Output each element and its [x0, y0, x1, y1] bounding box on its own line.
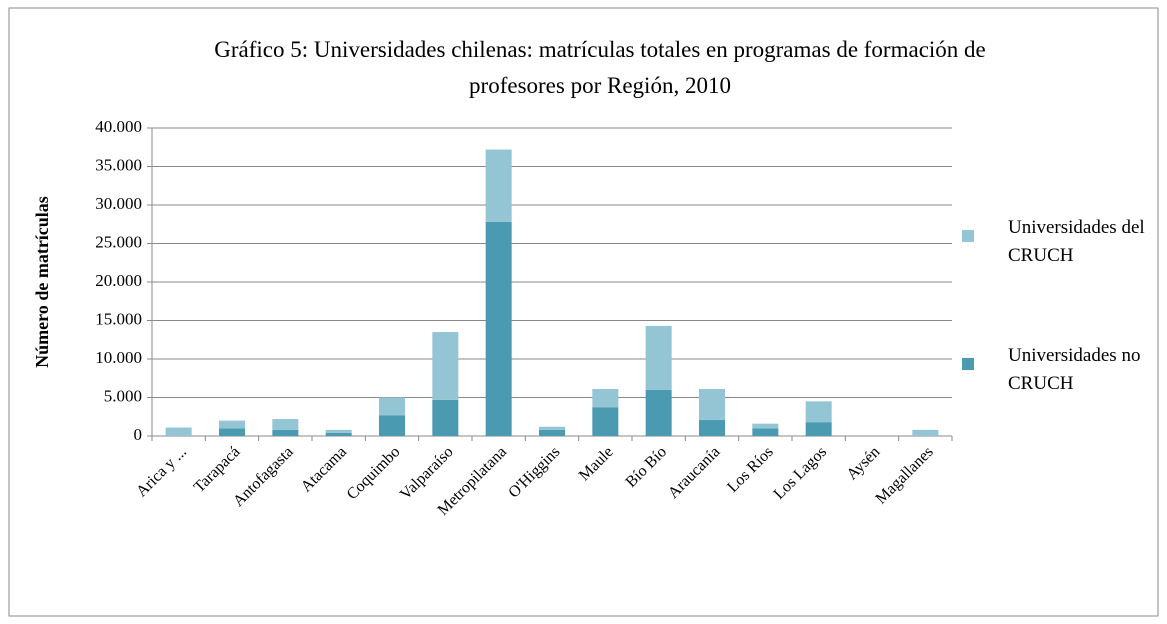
- bar-segment: [379, 415, 405, 436]
- bar-segment: [699, 419, 725, 436]
- y-tick-label: 5.000: [104, 386, 142, 405]
- bar-segment: [592, 407, 619, 436]
- legend-swatch: [962, 230, 974, 242]
- y-tick-label: 15.000: [95, 309, 142, 328]
- bar-segment: [379, 397, 405, 416]
- bar-segment: [432, 332, 459, 400]
- chart-border: [8, 7, 1159, 617]
- bar-segment: [699, 389, 725, 420]
- chart-title: Gráfico 5: Universidades chilenas: matrí…: [214, 37, 986, 98]
- bar-segment: [539, 429, 565, 436]
- bar-segment: [485, 221, 512, 436]
- bar-segment: [432, 399, 459, 436]
- bar-segment: [539, 426, 565, 430]
- bar-segment: [325, 429, 352, 433]
- y-tick-label: 20.000: [95, 271, 142, 290]
- y-tick-label: 30.000: [95, 194, 142, 213]
- bar-segment: [912, 429, 939, 436]
- bar-segment: [592, 389, 619, 408]
- bar-segment: [219, 428, 245, 436]
- bar-segment: [272, 419, 299, 430]
- y-tick-label: 0: [134, 425, 143, 444]
- bar-segment: [485, 149, 512, 222]
- bar-segment: [645, 389, 672, 436]
- y-tick-label: 35.000: [95, 155, 142, 174]
- y-axis-label: Número de matrículas: [32, 196, 52, 368]
- bar-segment: [752, 423, 779, 429]
- legend-label: Universidades del CRUCH: [1008, 217, 1145, 266]
- bar-segment: [219, 420, 245, 429]
- bar-segment: [272, 429, 299, 436]
- legend-swatch: [962, 358, 974, 370]
- bar-segment: [165, 427, 192, 436]
- bar-segment: [805, 422, 832, 436]
- y-tick-label: 25.000: [95, 232, 142, 251]
- y-tick-label: 10.000: [95, 348, 142, 367]
- bar-segment: [645, 325, 672, 390]
- bar-segment: [752, 428, 779, 436]
- legend-label: Universidades no CRUCH: [1008, 345, 1141, 394]
- bar-segment: [805, 401, 832, 423]
- bar-segment: [325, 432, 352, 436]
- y-tick-label: 40.000: [95, 117, 142, 136]
